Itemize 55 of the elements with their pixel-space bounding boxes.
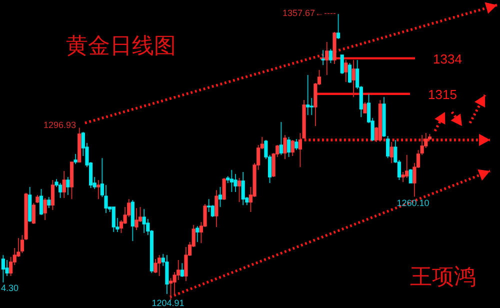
- candlestick: [234, 174, 238, 192]
- candlestick: [390, 142, 394, 164]
- candlestick: [112, 206, 116, 233]
- candlestick: [283, 134, 287, 160]
- candlestick: [142, 208, 146, 234]
- candlestick: [158, 254, 162, 277]
- annotation: 1357.67←----: [282, 8, 336, 18]
- annotation: 王项鸿: [410, 264, 476, 289]
- annotation: 1296.93: [43, 120, 76, 130]
- candlestick: [230, 169, 234, 192]
- candlestick: [43, 197, 47, 221]
- candlestick: [328, 48, 332, 64]
- annotation: 4.30: [1, 283, 19, 293]
- candlestick: [310, 98, 314, 116]
- candlestick: [58, 182, 62, 198]
- candlestick: [325, 42, 329, 76]
- candlestick: [39, 188, 44, 216]
- candlestick: [130, 200, 134, 242]
- candlestick: [241, 171, 245, 206]
- candlestick: [336, 14, 340, 40]
- ref-line-label: 1334: [433, 51, 462, 66]
- candlestick: [340, 54, 344, 75]
- candlestick: [180, 262, 184, 278]
- candlestick: [222, 177, 226, 201]
- candlestick: [1, 254, 5, 283]
- candlestick: [47, 196, 51, 209]
- candlestick: [66, 176, 70, 196]
- candlestick: [207, 198, 211, 213]
- candlestick: [279, 121, 283, 156]
- candlestick: [154, 258, 158, 274]
- candlestick: [74, 153, 78, 165]
- candlestick: [32, 202, 36, 225]
- candlestick: [50, 180, 55, 210]
- candlestick: [96, 180, 100, 200]
- candlestick: [287, 136, 291, 158]
- annotation: 1204.91: [152, 298, 184, 308]
- candlestick: [62, 170, 66, 198]
- candlestick: [321, 50, 325, 66]
- candlestick: [134, 208, 138, 230]
- ref-line-label: 1315: [428, 86, 457, 102]
- candlestick: [196, 226, 200, 242]
- candlestick: [408, 168, 412, 184]
- candlestick: [290, 139, 294, 157]
- candlestick: [306, 74, 310, 116]
- candlestick: [238, 177, 242, 203]
- candlestick: [218, 186, 222, 208]
- candlestick: [348, 62, 352, 84]
- candlestick: [352, 60, 356, 98]
- candlestick: [363, 102, 367, 114]
- candlestick: [405, 154, 409, 178]
- candlestick: [344, 60, 348, 83]
- candlestick: [165, 254, 169, 295]
- candlestick: [294, 138, 298, 151]
- text: 黄金日线图: [66, 33, 176, 58]
- candlestick: [214, 190, 218, 228]
